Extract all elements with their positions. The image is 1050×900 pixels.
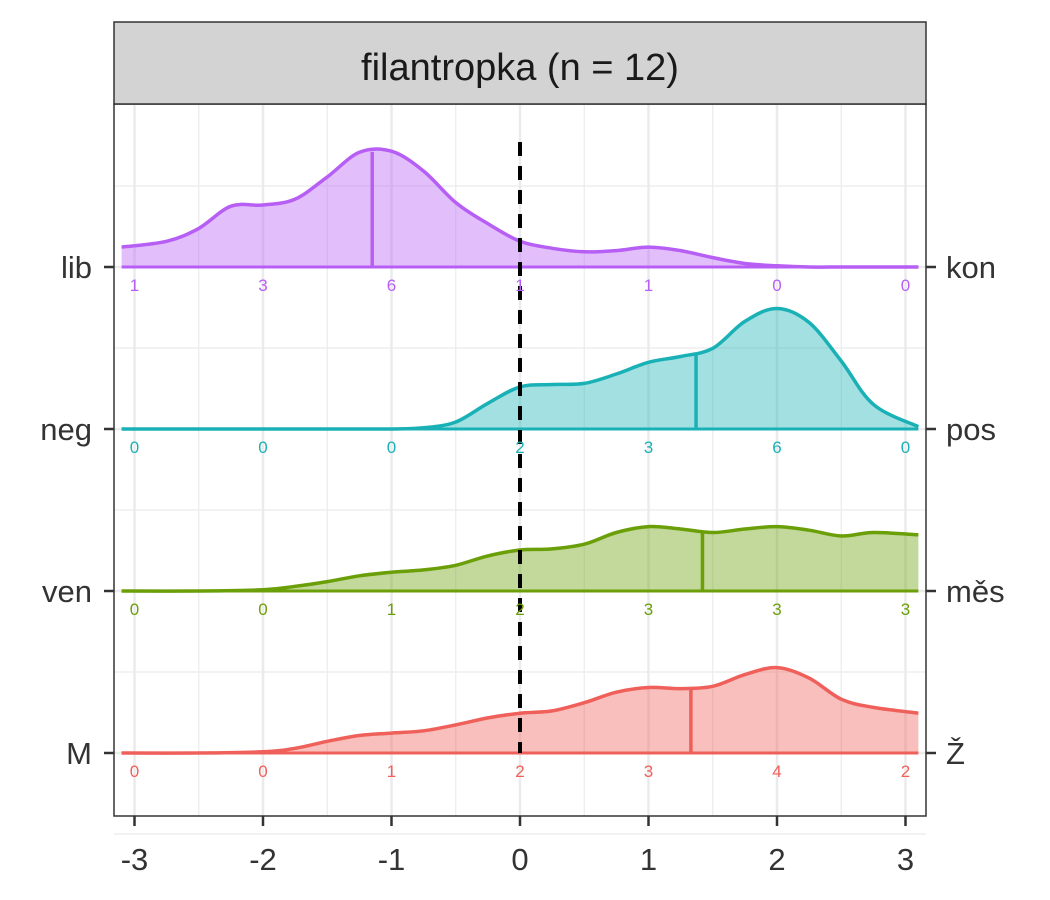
y-label-right-ven: měs <box>946 574 1005 609</box>
count-label: 1 <box>387 600 396 619</box>
count-label: 0 <box>901 276 910 295</box>
count-label: 0 <box>258 600 267 619</box>
count-label: 4 <box>772 762 781 781</box>
x-tick-label: 0 <box>511 842 528 877</box>
count-label: 3 <box>901 600 910 619</box>
y-label-left-M: M <box>66 736 92 771</box>
y-label-left-neg: neg <box>40 412 92 447</box>
density-area-M <box>121 667 919 754</box>
count-label: 0 <box>387 438 396 457</box>
y-label-left-lib: lib <box>61 250 92 285</box>
density-line-M <box>121 665 919 755</box>
y-label-right-neg: pos <box>946 412 996 447</box>
x-tick-label: 1 <box>640 842 657 877</box>
density-area-neg <box>121 308 919 430</box>
count-label: 2 <box>901 762 910 781</box>
y-label-left-ven: ven <box>42 574 92 609</box>
count-label: 0 <box>772 276 781 295</box>
count-label: 1 <box>515 276 524 295</box>
count-label: 1 <box>130 276 139 295</box>
x-axis: -3 -2 -1 0 1 2 3 <box>121 816 914 877</box>
count-label: 3 <box>644 600 653 619</box>
count-label: 1 <box>387 762 396 781</box>
x-tick-label: 2 <box>768 842 785 877</box>
count-label: 3 <box>644 438 653 457</box>
count-label: 3 <box>772 600 781 619</box>
x-tick-label: -3 <box>121 842 149 877</box>
count-label: 6 <box>387 276 396 295</box>
count-label: 3 <box>258 276 267 295</box>
y-label-right-M: Ž <box>946 736 965 771</box>
count-label: 0 <box>130 600 139 619</box>
count-label: 3 <box>644 762 653 781</box>
x-tick-label: -1 <box>378 842 406 877</box>
count-label: 6 <box>772 438 781 457</box>
density-area-lib <box>121 148 919 268</box>
x-tick-label: -2 <box>249 842 277 877</box>
count-label: 0 <box>901 438 910 457</box>
facet-strip <box>113 21 927 105</box>
count-label: 0 <box>130 438 139 457</box>
density-line-ven <box>121 524 919 593</box>
count-label: 1 <box>644 276 653 295</box>
y-axis-right: kon pos měs Ž <box>926 250 1005 771</box>
count-label: 2 <box>515 438 524 457</box>
y-label-right-lib: kon <box>946 250 996 285</box>
count-label: 2 <box>515 600 524 619</box>
x-tick-label: 3 <box>897 842 914 877</box>
count-label: 2 <box>515 762 524 781</box>
facet-strip-title: filantropka (n = 12) <box>361 47 679 89</box>
count-label: 0 <box>258 438 267 457</box>
count-label: 0 <box>130 762 139 781</box>
count-labels: 1 3 6 1 1 0 0 0 0 0 2 3 6 0 0 0 1 2 3 3 3 0 0 1 2 3 4 2 <box>130 276 910 781</box>
y-axis-left: lib neg ven M <box>40 250 114 771</box>
count-label: 0 <box>258 762 267 781</box>
